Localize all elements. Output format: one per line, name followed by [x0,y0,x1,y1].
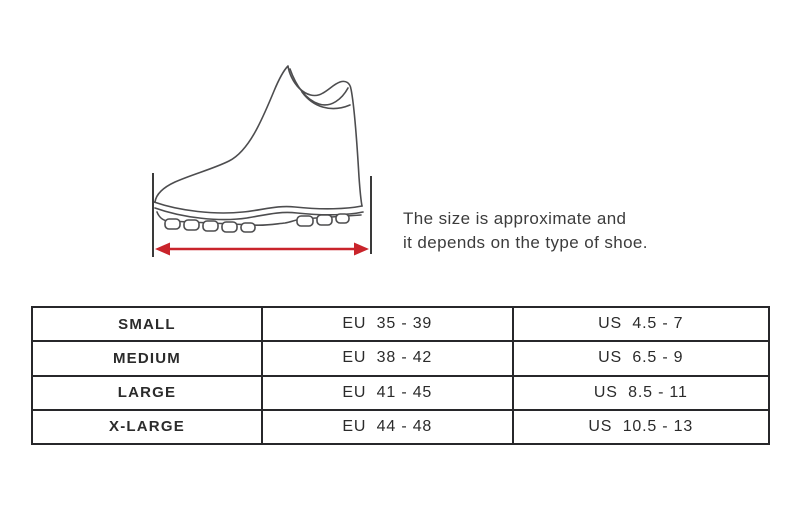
arrowhead-right-icon [354,242,369,256]
eu-range: EU 35 - 39 [260,305,514,343]
size-table: SMALL EU 35 - 39 US 4.5 - 7 MEDIUM EU 38… [31,305,771,446]
us-range: US 8.5 - 11 [511,374,771,411]
eu-range: EU 41 - 45 [260,374,514,411]
size-note-line1: The size is approximate and [403,209,627,228]
size-label: X-LARGE [31,408,263,446]
us-range: US 4.5 - 7 [511,305,771,343]
size-label: MEDIUM [31,340,263,377]
table-row-medium: MEDIUM EU 38 - 42 US 6.5 - 9 [31,340,771,377]
boot-illustration [135,5,380,270]
size-note: The size is approximate and it depends o… [403,207,713,255]
arrowhead-left-icon [155,242,170,256]
boot-outline [153,65,364,233]
us-range: US 6.5 - 9 [511,340,771,377]
table-row-large: LARGE EU 41 - 45 US 8.5 - 11 [31,374,771,411]
size-label: LARGE [31,374,263,411]
size-note-line2: it depends on the type of shoe. [403,233,648,252]
table-row-xlarge: X-LARGE EU 44 - 48 US 10.5 - 13 [31,408,771,446]
length-arrow [155,242,369,256]
eu-range: EU 44 - 48 [260,408,514,446]
table-row-small: SMALL EU 35 - 39 US 4.5 - 7 [31,305,771,343]
boot-outline-drawing [152,65,372,257]
size-label: SMALL [31,305,263,343]
eu-range: EU 38 - 42 [260,340,514,377]
measurement-guide-lines [152,173,372,257]
us-range: US 10.5 - 13 [511,408,771,446]
